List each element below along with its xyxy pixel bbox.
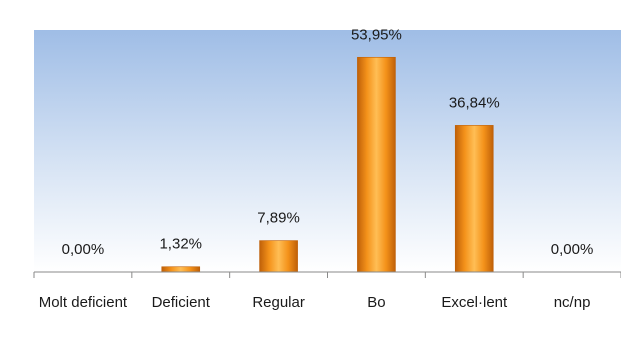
- x-axis-tick-label: Regular: [252, 294, 305, 311]
- x-axis-tick-labels: Molt deficient Deficient Regular Bo Excel·le…: [39, 294, 591, 311]
- bar: [259, 240, 298, 273]
- chart-frame: 0,00% 1,32% 7,89% 53,95% 36,84% 0,00% Molt de…: [10, 0, 621, 337]
- data-labels: 0,00% 1,32% 7,89% 53,95% 36,84% 0,00%: [62, 26, 594, 258]
- x-axis-tick-label: Excel·lent: [441, 294, 508, 311]
- data-label: 0,00%: [551, 241, 594, 258]
- x-axis-tick-label: nc/np: [554, 294, 591, 311]
- bar: [357, 56, 396, 273]
- data-label: 0,00%: [62, 241, 105, 258]
- bars-layer: [161, 56, 494, 273]
- x-axis-tick-label: Deficient: [152, 294, 211, 311]
- bar: [454, 125, 494, 273]
- x-axis-tick-label: Bo: [367, 294, 385, 311]
- data-label: 36,84%: [449, 94, 500, 111]
- x-axis-ticks: [33, 272, 621, 278]
- plot-area-background: [34, 30, 621, 272]
- data-label: 1,32%: [159, 236, 202, 253]
- data-label: 53,95%: [351, 26, 402, 43]
- bar-chart: 0,00% 1,32% 7,89% 53,95% 36,84% 0,00% Molt de…: [33, 26, 621, 311]
- bar: [161, 266, 201, 273]
- data-label: 7,89%: [257, 210, 300, 227]
- x-axis-tick-label: Molt deficient: [39, 294, 128, 311]
